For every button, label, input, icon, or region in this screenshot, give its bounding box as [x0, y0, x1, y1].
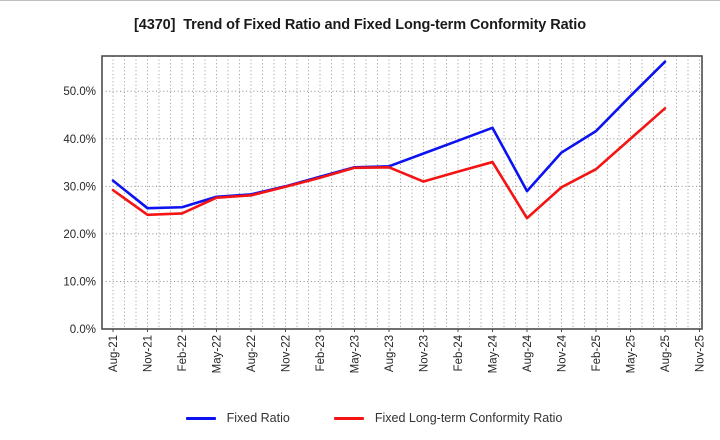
legend: Fixed Ratio Fixed Long-term Conformity R…	[14, 406, 720, 430]
x-tick-label: Nov-24	[557, 334, 569, 372]
axis-frame	[101, 55, 703, 330]
x-tick-label: Aug-22	[246, 335, 258, 372]
legend-item-fixed-ratio: Fixed Ratio	[185, 411, 290, 425]
fixed-ratio-line-icon	[185, 416, 216, 420]
legend-label-fixed-long-term-conformity-ratio: Fixed Long-term Conformity Ratio	[374, 411, 563, 425]
x-tick-label: Feb-25	[591, 335, 603, 371]
x-tick-label: Nov-23	[419, 335, 431, 372]
legend-item-fixed-long-term-conformity-ratio: Fixed Long-term Conformity Ratio	[333, 411, 563, 425]
x-tick-label: Feb-22	[177, 335, 189, 371]
x-tick-label: May-25	[626, 335, 638, 373]
x-tick-label: May-22	[212, 335, 224, 373]
x-tick-label: Aug-25	[660, 335, 672, 372]
y-tick-label: 10.0%	[63, 276, 96, 288]
x-tick-label: May-23	[350, 335, 362, 373]
fixed-long-term-conformity-ratio-line-icon	[333, 416, 364, 420]
chart-title: [4370] Trend of Fixed Ratio and Fixed Lo…	[134, 17, 586, 33]
y-tick-label: 40.0%	[63, 134, 96, 146]
x-tick-label: Nov-22	[281, 335, 293, 372]
x-tick-label: Feb-24	[453, 334, 465, 371]
legend-label-fixed-ratio: Fixed Ratio	[226, 411, 290, 425]
x-tick-label: Nov-21	[143, 335, 155, 372]
y-tick-label: 50.0%	[63, 86, 96, 98]
x-tick-label: Feb-23	[315, 335, 327, 371]
x-tick-label: Aug-23	[384, 335, 396, 372]
fixed-long-term-conformity-ratio-line	[111, 107, 667, 220]
x-tick-label: Nov-25	[695, 335, 707, 372]
y-tick-label: 0.0%	[70, 324, 96, 336]
plot-area: 0.0% 10.0% 20.0% 30.0% 40.0% 50.0% Aug-21 Nov-2…	[63, 55, 707, 373]
x-tick-label: Aug-21	[108, 335, 120, 372]
y-tick-label: 30.0%	[63, 181, 96, 193]
x-tick-label: May-24	[488, 334, 500, 373]
y-tick-label: 20.0%	[63, 229, 96, 241]
x-tick-label: Aug-24	[522, 334, 534, 372]
